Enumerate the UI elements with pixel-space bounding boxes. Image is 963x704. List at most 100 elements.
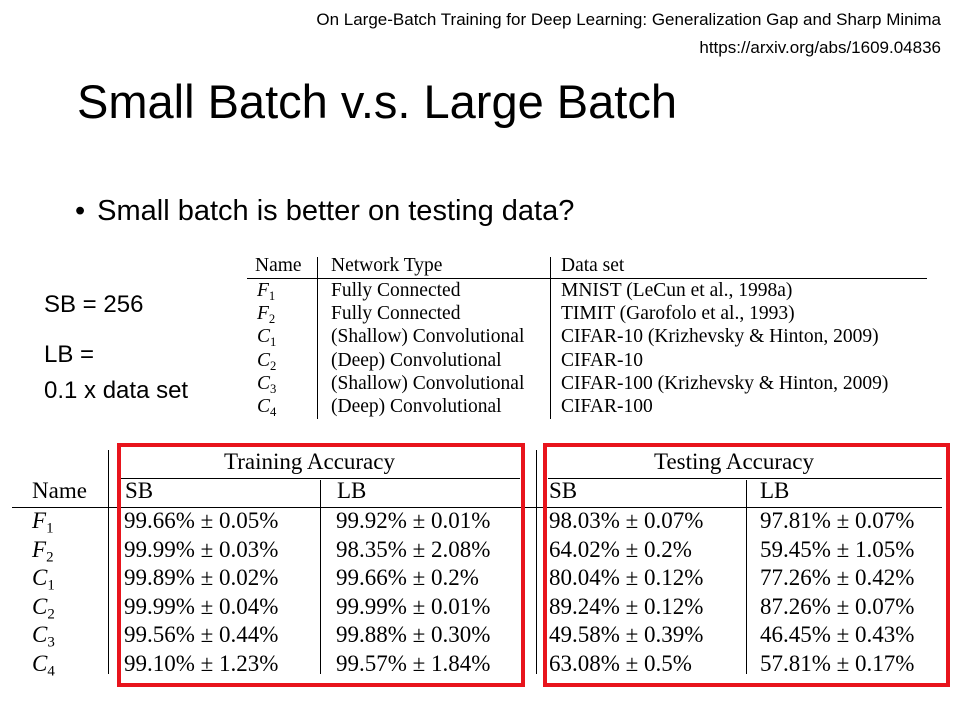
row-name: C2 bbox=[257, 349, 276, 372]
cell-test-lb: 59.45% ± 1.05% bbox=[760, 536, 915, 562]
row-name: C4 bbox=[32, 650, 55, 680]
row-data-set: MNIST (LeCun et al., 1998a) bbox=[561, 280, 793, 301]
header-rule bbox=[247, 278, 927, 279]
network-table: Name Network Type Data set F1 Fully Conne… bbox=[247, 253, 927, 419]
row-name: C3 bbox=[32, 621, 55, 651]
header-rule bbox=[12, 507, 942, 508]
cell-test-lb: 87.26% ± 0.07% bbox=[760, 593, 915, 619]
row-name: F2 bbox=[32, 536, 54, 566]
lb-note-line2: 0.1 x data set bbox=[44, 377, 189, 404]
row-network-type: (Deep) Convolutional bbox=[331, 396, 502, 417]
header-data-set: Data set bbox=[561, 255, 625, 276]
row-name-subscript: 3 bbox=[270, 381, 277, 396]
table-divider bbox=[317, 257, 318, 419]
header-test-lb: LB bbox=[760, 478, 790, 503]
group-rule bbox=[120, 478, 520, 479]
bullet-dot-icon: • bbox=[75, 195, 86, 227]
table-divider bbox=[108, 450, 109, 674]
cell-train-sb: 99.56% ± 0.44% bbox=[124, 622, 279, 648]
cell-test-sb: 80.04% ± 0.12% bbox=[549, 565, 704, 591]
cell-test-sb: 89.24% ± 0.12% bbox=[549, 593, 704, 619]
row-name-subscript: 2 bbox=[46, 549, 54, 566]
row-name-letter: C bbox=[257, 349, 271, 371]
header-train-sb: SB bbox=[125, 478, 154, 503]
paper-url: https://arxiv.org/abs/1609.04836 bbox=[699, 38, 941, 57]
table-divider bbox=[320, 480, 321, 674]
row-network-type: Fully Connected bbox=[331, 303, 461, 325]
row-name-subscript: 3 bbox=[47, 634, 55, 651]
row-name-letter: F bbox=[257, 303, 269, 325]
bullet-point: • Small batch is better on testing data? bbox=[75, 193, 574, 229]
row-data-set: CIFAR-10 (Krizhevsky & Hinton, 2009) bbox=[561, 326, 879, 348]
testing-highlight-box bbox=[543, 443, 950, 687]
lb-note-line1: LB = bbox=[44, 341, 95, 368]
header-test-sb: SB bbox=[549, 478, 578, 503]
cell-test-lb: 97.81% ± 0.07% bbox=[760, 508, 915, 533]
cell-test-lb: 46.45% ± 0.43% bbox=[760, 622, 915, 648]
table-divider bbox=[536, 450, 537, 674]
header-name: Name bbox=[32, 478, 87, 503]
row-name: F1 bbox=[32, 507, 54, 537]
cell-train-sb: 99.99% ± 0.04% bbox=[124, 593, 279, 619]
row-data-set: CIFAR-100 bbox=[561, 396, 653, 417]
header-testing-accuracy: Testing Accuracy bbox=[654, 449, 814, 474]
cell-train-sb: 99.89% ± 0.02% bbox=[124, 565, 279, 591]
cell-train-lb: 99.57% ± 1.84% bbox=[336, 651, 491, 676]
header-train-lb: LB bbox=[337, 478, 367, 503]
row-name-letter: C bbox=[257, 326, 271, 348]
row-name: F1 bbox=[257, 279, 275, 302]
row-name-subscript: 4 bbox=[47, 663, 55, 680]
row-name-subscript: 2 bbox=[47, 606, 55, 623]
row-name-subscript: 2 bbox=[270, 358, 277, 373]
paper-reference: On Large-Batch Training for Deep Learnin… bbox=[316, 6, 941, 62]
row-network-type: Fully Connected bbox=[331, 280, 461, 301]
row-name-letter: F bbox=[32, 536, 47, 562]
cell-train-sb: 99.10% ± 1.23% bbox=[124, 651, 279, 676]
cell-train-lb: 99.99% ± 0.01% bbox=[336, 593, 491, 619]
row-network-type: (Shallow) Convolutional bbox=[331, 326, 525, 348]
cell-test-sb: 64.02% ± 0.2% bbox=[549, 536, 692, 562]
row-name: F2 bbox=[257, 302, 275, 325]
training-highlight-box bbox=[117, 443, 525, 687]
row-name-subscript: 1 bbox=[270, 335, 277, 350]
group-rule bbox=[548, 478, 942, 479]
row-name-letter: C bbox=[257, 396, 271, 417]
row-name-letter: C bbox=[32, 651, 48, 676]
row-data-set: CIFAR-100 (Krizhevsky & Hinton, 2009) bbox=[561, 372, 889, 394]
cell-train-sb: 99.99% ± 0.03% bbox=[124, 536, 279, 562]
cell-train-lb: 98.35% ± 2.08% bbox=[336, 536, 491, 562]
cell-train-lb: 99.92% ± 0.01% bbox=[336, 508, 491, 533]
row-name: C2 bbox=[32, 593, 55, 623]
row-data-set: TIMIT (Garofolo et al., 1993) bbox=[561, 303, 795, 325]
cell-test-sb: 63.08% ± 0.5% bbox=[549, 651, 692, 676]
row-name: C3 bbox=[257, 372, 276, 395]
row-network-type: (Shallow) Convolutional bbox=[331, 372, 525, 394]
table-divider bbox=[746, 480, 747, 674]
row-name: C1 bbox=[32, 564, 55, 594]
paper-title: On Large-Batch Training for Deep Learnin… bbox=[316, 10, 941, 29]
row-name-letter: F bbox=[32, 508, 47, 533]
row-name-letter: C bbox=[32, 622, 48, 648]
row-name: C4 bbox=[257, 395, 276, 418]
cell-train-lb: 99.66% ± 0.2% bbox=[336, 565, 479, 591]
row-name-subscript: 1 bbox=[268, 288, 276, 303]
cell-test-sb: 98.03% ± 0.07% bbox=[549, 508, 704, 533]
row-name-letter: F bbox=[257, 280, 269, 301]
row-network-type: (Deep) Convolutional bbox=[331, 349, 502, 371]
row-name: C1 bbox=[257, 325, 276, 348]
row-name-letter: C bbox=[32, 565, 48, 591]
cell-test-sb: 49.58% ± 0.39% bbox=[549, 622, 704, 648]
row-name-subscript: 1 bbox=[47, 577, 55, 594]
accuracy-table: Training Accuracy Testing Accuracy Name … bbox=[0, 440, 963, 704]
cell-test-lb: 77.26% ± 0.42% bbox=[760, 565, 915, 591]
header-name: Name bbox=[255, 255, 302, 276]
table-divider bbox=[550, 257, 551, 419]
header-network-type: Network Type bbox=[331, 255, 443, 276]
cell-train-sb: 99.66% ± 0.05% bbox=[124, 508, 279, 533]
row-name-letter: C bbox=[257, 372, 271, 394]
row-name-subscript: 4 bbox=[270, 404, 277, 419]
header-training-accuracy: Training Accuracy bbox=[224, 449, 395, 474]
bullet-text: Small batch is better on testing data? bbox=[97, 195, 575, 227]
row-data-set: CIFAR-10 bbox=[561, 349, 643, 371]
row-name-subscript: 1 bbox=[46, 520, 54, 537]
